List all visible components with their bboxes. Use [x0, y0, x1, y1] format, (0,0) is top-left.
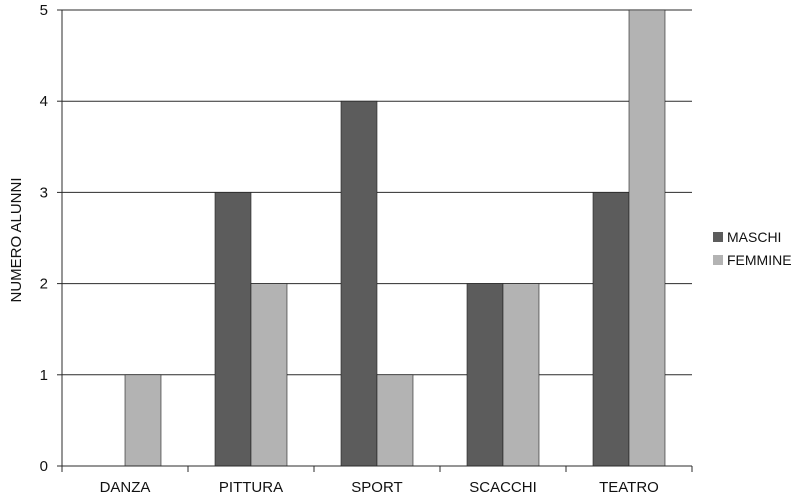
y-tick-label: 3	[40, 184, 48, 201]
bar-femmine-pittura	[250, 283, 288, 467]
y-axis-title: NUMERO ALUNNI	[8, 177, 25, 302]
bar-maschi-pittura	[214, 192, 252, 467]
x-tick-label: SPORT	[351, 479, 402, 496]
bar-femmine-sport	[376, 374, 414, 467]
bar-femmine-teatro	[628, 9, 666, 467]
y-tick-label: 4	[40, 93, 48, 110]
legend-swatch-femmine	[713, 255, 723, 265]
x-tick-label: TEATRO	[599, 479, 659, 496]
y-tick-label: 0	[40, 458, 48, 475]
y-tick-label: 1	[40, 367, 48, 384]
bars	[124, 9, 666, 467]
legend-label-maschi: MASCHI	[727, 229, 781, 245]
y-tick-label: 5	[40, 2, 48, 19]
legend: MASCHI FEMMINE	[713, 229, 792, 268]
legend-label-femmine: FEMMINE	[727, 252, 792, 268]
x-tick-labels: DANZA PITTURA SPORT SCACCHI TEATRO	[100, 479, 659, 496]
bar-femmine-danza	[124, 374, 162, 467]
bar-femmine-scacchi	[502, 283, 540, 467]
bar-maschi-teatro	[592, 192, 630, 467]
bar-maschi-sport	[340, 100, 378, 467]
axes	[57, 9, 693, 472]
y-tick-labels: 0 1 2 3 4 5	[40, 2, 48, 475]
legend-swatch-maschi	[713, 232, 723, 242]
y-tick-label: 2	[40, 276, 48, 293]
x-tick-label: PITTURA	[219, 479, 283, 496]
x-tick-label: DANZA	[100, 479, 151, 496]
bar-maschi-scacchi	[466, 283, 504, 467]
x-tick-label: SCACCHI	[469, 479, 537, 496]
